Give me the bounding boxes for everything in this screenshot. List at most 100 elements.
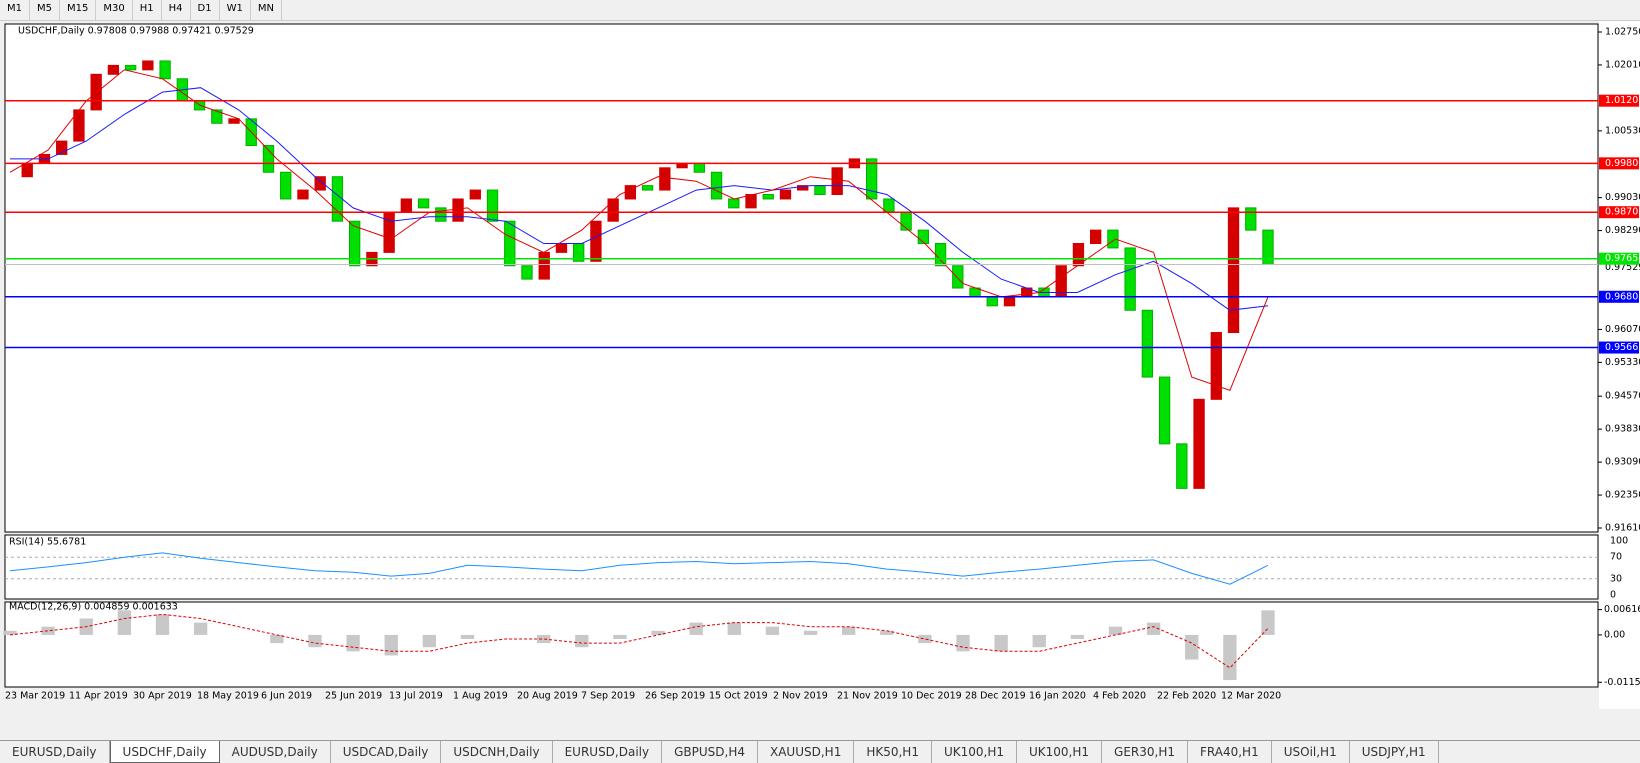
pane	[4, 601, 1599, 688]
chart-tab[interactable]: EURUSD,Daily	[0, 741, 110, 763]
chart-tab[interactable]: USDCNH,Daily	[441, 741, 553, 763]
timeframe-button[interactable]: M1	[0, 0, 30, 20]
macd-bar	[1108, 626, 1123, 635]
rsi-tick-label: 30	[1610, 573, 1622, 584]
slow-moving-average	[10, 87, 1269, 311]
macd-bar	[803, 630, 818, 635]
candle	[659, 167, 671, 191]
candle	[1227, 207, 1240, 334]
candle	[934, 242, 947, 267]
chart-tab[interactable]: GBPUSD,H4	[662, 741, 758, 763]
rsi-tick-label: 0	[1610, 590, 1616, 601]
candle	[1072, 242, 1085, 267]
level-label: 0.97658	[1605, 253, 1640, 264]
candle	[56, 140, 68, 155]
timeframe-button[interactable]: M30	[96, 0, 133, 20]
level-label-box	[1599, 206, 1639, 219]
current-price-label: 0.97529	[1605, 262, 1640, 273]
macd-bar	[994, 634, 1008, 652]
chart-tab[interactable]: FRA40,H1	[1188, 741, 1272, 763]
x-tick-label: 16 Jan 2020	[1029, 691, 1086, 702]
x-tick-label: 18 May 2019	[197, 691, 259, 702]
candle	[383, 211, 395, 253]
chart-tab[interactable]: USDCAD,Daily	[331, 741, 442, 763]
macd-bar	[460, 634, 475, 640]
macd-tick-label: 0.00	[1604, 629, 1625, 640]
macd-bar	[155, 614, 170, 635]
candle	[107, 64, 120, 75]
rsi-tick-label: 70	[1610, 552, 1622, 563]
timeframe-button[interactable]: H1	[133, 0, 162, 20]
candle	[452, 198, 464, 222]
chart-tab[interactable]: HK50,H1	[854, 741, 932, 763]
x-tick-label: 21 Nov 2019	[837, 691, 898, 702]
timeframe-button[interactable]: M15	[60, 0, 97, 20]
macd-bar	[1070, 634, 1085, 640]
chart-tab[interactable]: GER30,H1	[1102, 741, 1188, 763]
macd-bar	[346, 634, 360, 652]
candle	[1090, 229, 1102, 244]
candle	[521, 265, 533, 280]
chart-tab[interactable]: UK100,H1	[1017, 741, 1103, 763]
x-tick-label: 28 Dec 2019	[965, 691, 1026, 702]
candle	[952, 265, 964, 289]
macd-bar	[193, 622, 208, 635]
macd-bar	[270, 634, 284, 644]
x-tick-label: 20 Aug 2019	[517, 691, 578, 702]
candle	[745, 194, 757, 209]
y-tick-label: 1.02750	[1605, 27, 1640, 38]
candle	[435, 207, 447, 222]
chart-tab[interactable]: USDCHF,Daily	[109, 741, 220, 763]
candle	[211, 109, 223, 124]
timeframe-button[interactable]: MN	[251, 0, 282, 20]
chart-tab[interactable]: USOil,H1	[1272, 741, 1350, 763]
x-tick-label: 2 Nov 2019	[773, 691, 828, 702]
x-tick-label: 15 Oct 2019	[709, 691, 768, 702]
x-tick-label: 25 Jun 2019	[325, 691, 382, 702]
candle	[504, 220, 516, 267]
candle	[710, 171, 723, 200]
candle	[1107, 229, 1119, 249]
macd-bar	[765, 626, 780, 635]
chart-window: USDCHF,Daily 0.97808 0.97988 0.97421 0.9…	[3, 21, 1640, 709]
rsi-line	[9, 552, 1269, 585]
candle	[1210, 332, 1222, 400]
candle	[641, 185, 654, 191]
macd-bar	[537, 634, 551, 644]
x-tick-label: 30 Apr 2019	[133, 691, 192, 702]
level-label-box	[1599, 341, 1639, 354]
x-tick-label: 12 Mar 2020	[1221, 691, 1281, 702]
candle	[779, 189, 792, 200]
candle	[1158, 376, 1171, 445]
candle	[728, 198, 740, 209]
candle	[1245, 207, 1257, 231]
timeframe-button[interactable]: H4	[162, 0, 191, 20]
chart-tab[interactable]: AUDUSD,Daily	[220, 741, 331, 763]
chart-tab[interactable]: EURUSD,Daily	[553, 741, 663, 763]
timeframe-button[interactable]: D1	[191, 0, 220, 20]
chart-tab[interactable]: USDJPY,H1	[1350, 741, 1439, 763]
price-axis	[1599, 21, 1640, 709]
level-label-box	[1599, 252, 1639, 265]
chart-tab[interactable]: XAUUSD,H1	[758, 741, 855, 763]
macd-bar	[918, 634, 932, 644]
timeframe-button[interactable]: W1	[220, 0, 251, 20]
level-label: 0.95663	[1605, 342, 1640, 353]
level-label: 1.01207	[1605, 95, 1640, 106]
macd-bar	[1223, 634, 1237, 681]
x-tick-label: 13 Jul 2019	[389, 691, 443, 702]
timeframe-button[interactable]: M5	[30, 0, 60, 20]
macd-title: MACD(12,26,9) 0.004859 0.001633	[9, 602, 178, 613]
macd-bar	[1146, 622, 1161, 635]
chart-tab[interactable]: UK100,H1	[932, 741, 1017, 763]
macd-bar	[117, 610, 132, 635]
candle	[297, 189, 309, 200]
candle	[814, 185, 826, 196]
rsi-title: RSI(14) 55.6781	[9, 537, 86, 548]
candle	[21, 162, 33, 178]
